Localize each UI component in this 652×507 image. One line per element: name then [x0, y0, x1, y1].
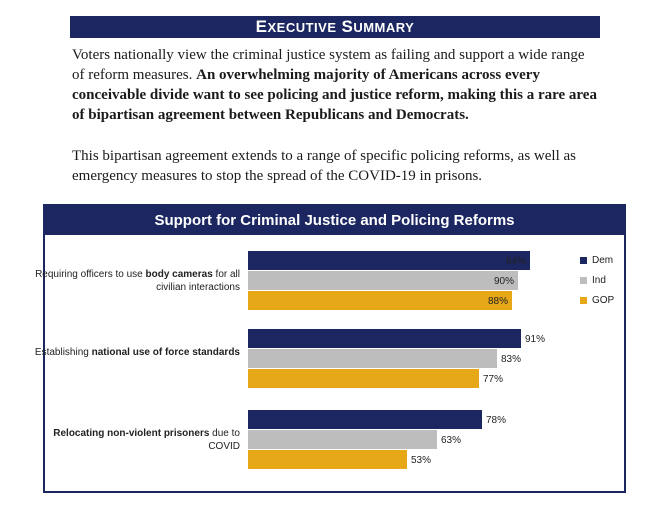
category-label-part: body cameras	[145, 268, 213, 280]
bar-chart-plot: 94% 90% 88% 91% 83% 77% 78% 63% 53%	[248, 251, 545, 469]
bar-ind-1	[248, 271, 518, 290]
legend-label: GOP	[592, 295, 615, 306]
chart-title: Support for Criminal Justice and Policin…	[45, 206, 624, 235]
category-label-2: Establishing national use of force stand…	[20, 346, 240, 359]
category-label-part: for all civilian interactions	[156, 268, 240, 293]
legend-item-gop: GOP	[580, 295, 614, 306]
legend-item-ind: Ind	[580, 275, 606, 286]
data-label-ind-3: 63%	[441, 435, 461, 446]
banner-word-summary: UMMARY	[353, 20, 415, 35]
category-label-3: Relocating non-violent prisoners due to …	[20, 427, 240, 453]
data-label-gop-1: 88%	[488, 296, 508, 307]
data-label-ind-1: 90%	[494, 276, 514, 287]
banner-word-executive: XECUTIVE	[267, 20, 337, 35]
section-banner: EXECUTIVE SUMMARY	[70, 16, 600, 38]
data-label-gop-2: 77%	[483, 374, 503, 385]
data-label-ind-2: 83%	[501, 354, 521, 365]
category-label-part: national use of force standards	[91, 346, 240, 358]
bipartisan-paragraph: This bipartisan agreement extends to a r…	[72, 148, 576, 184]
bar-gop-1	[248, 291, 512, 310]
data-label-dem-3: 78%	[486, 415, 506, 426]
reform-support-chart: Support for Criminal Justice and Policin…	[35, 204, 626, 493]
banner-initial-e: E	[255, 17, 268, 36]
bar-ind-3	[248, 430, 437, 449]
intro-bold-text: An overwhelming majority of Americans ac…	[72, 67, 597, 123]
data-label-gop-3: 53%	[411, 455, 431, 466]
bar-gop-3	[248, 450, 407, 469]
data-label-dem-2: 91%	[525, 334, 545, 345]
banner-initial-s: S	[341, 17, 354, 36]
bar-dem-2	[248, 329, 521, 348]
legend-label: Ind	[592, 275, 606, 286]
category-label-part: Relocating non-violent prisoners	[53, 427, 210, 439]
legend-swatch	[580, 257, 587, 264]
legend-item-dem: Dem	[580, 255, 613, 266]
intro-plain-text: Voters nationally view the criminal just…	[72, 47, 585, 83]
category-label-part: Establishing	[34, 346, 92, 358]
bar-gop-2	[248, 369, 479, 388]
intro-paragraph: Voters nationally view the criminal just…	[72, 45, 600, 125]
legend-label: Dem	[592, 255, 614, 266]
bar-dem-3	[248, 410, 482, 429]
data-label-dem-1: 94%	[506, 256, 526, 267]
bar-ind-2	[248, 349, 497, 368]
category-label-1: Requiring officers to use body cameras f…	[20, 268, 240, 294]
category-label-part: Requiring officers to use	[35, 268, 146, 280]
legend-swatch	[580, 277, 587, 284]
legend-swatch	[580, 297, 587, 304]
category-label-part: due to COVID	[208, 427, 240, 452]
bar-dem-1	[248, 251, 530, 270]
